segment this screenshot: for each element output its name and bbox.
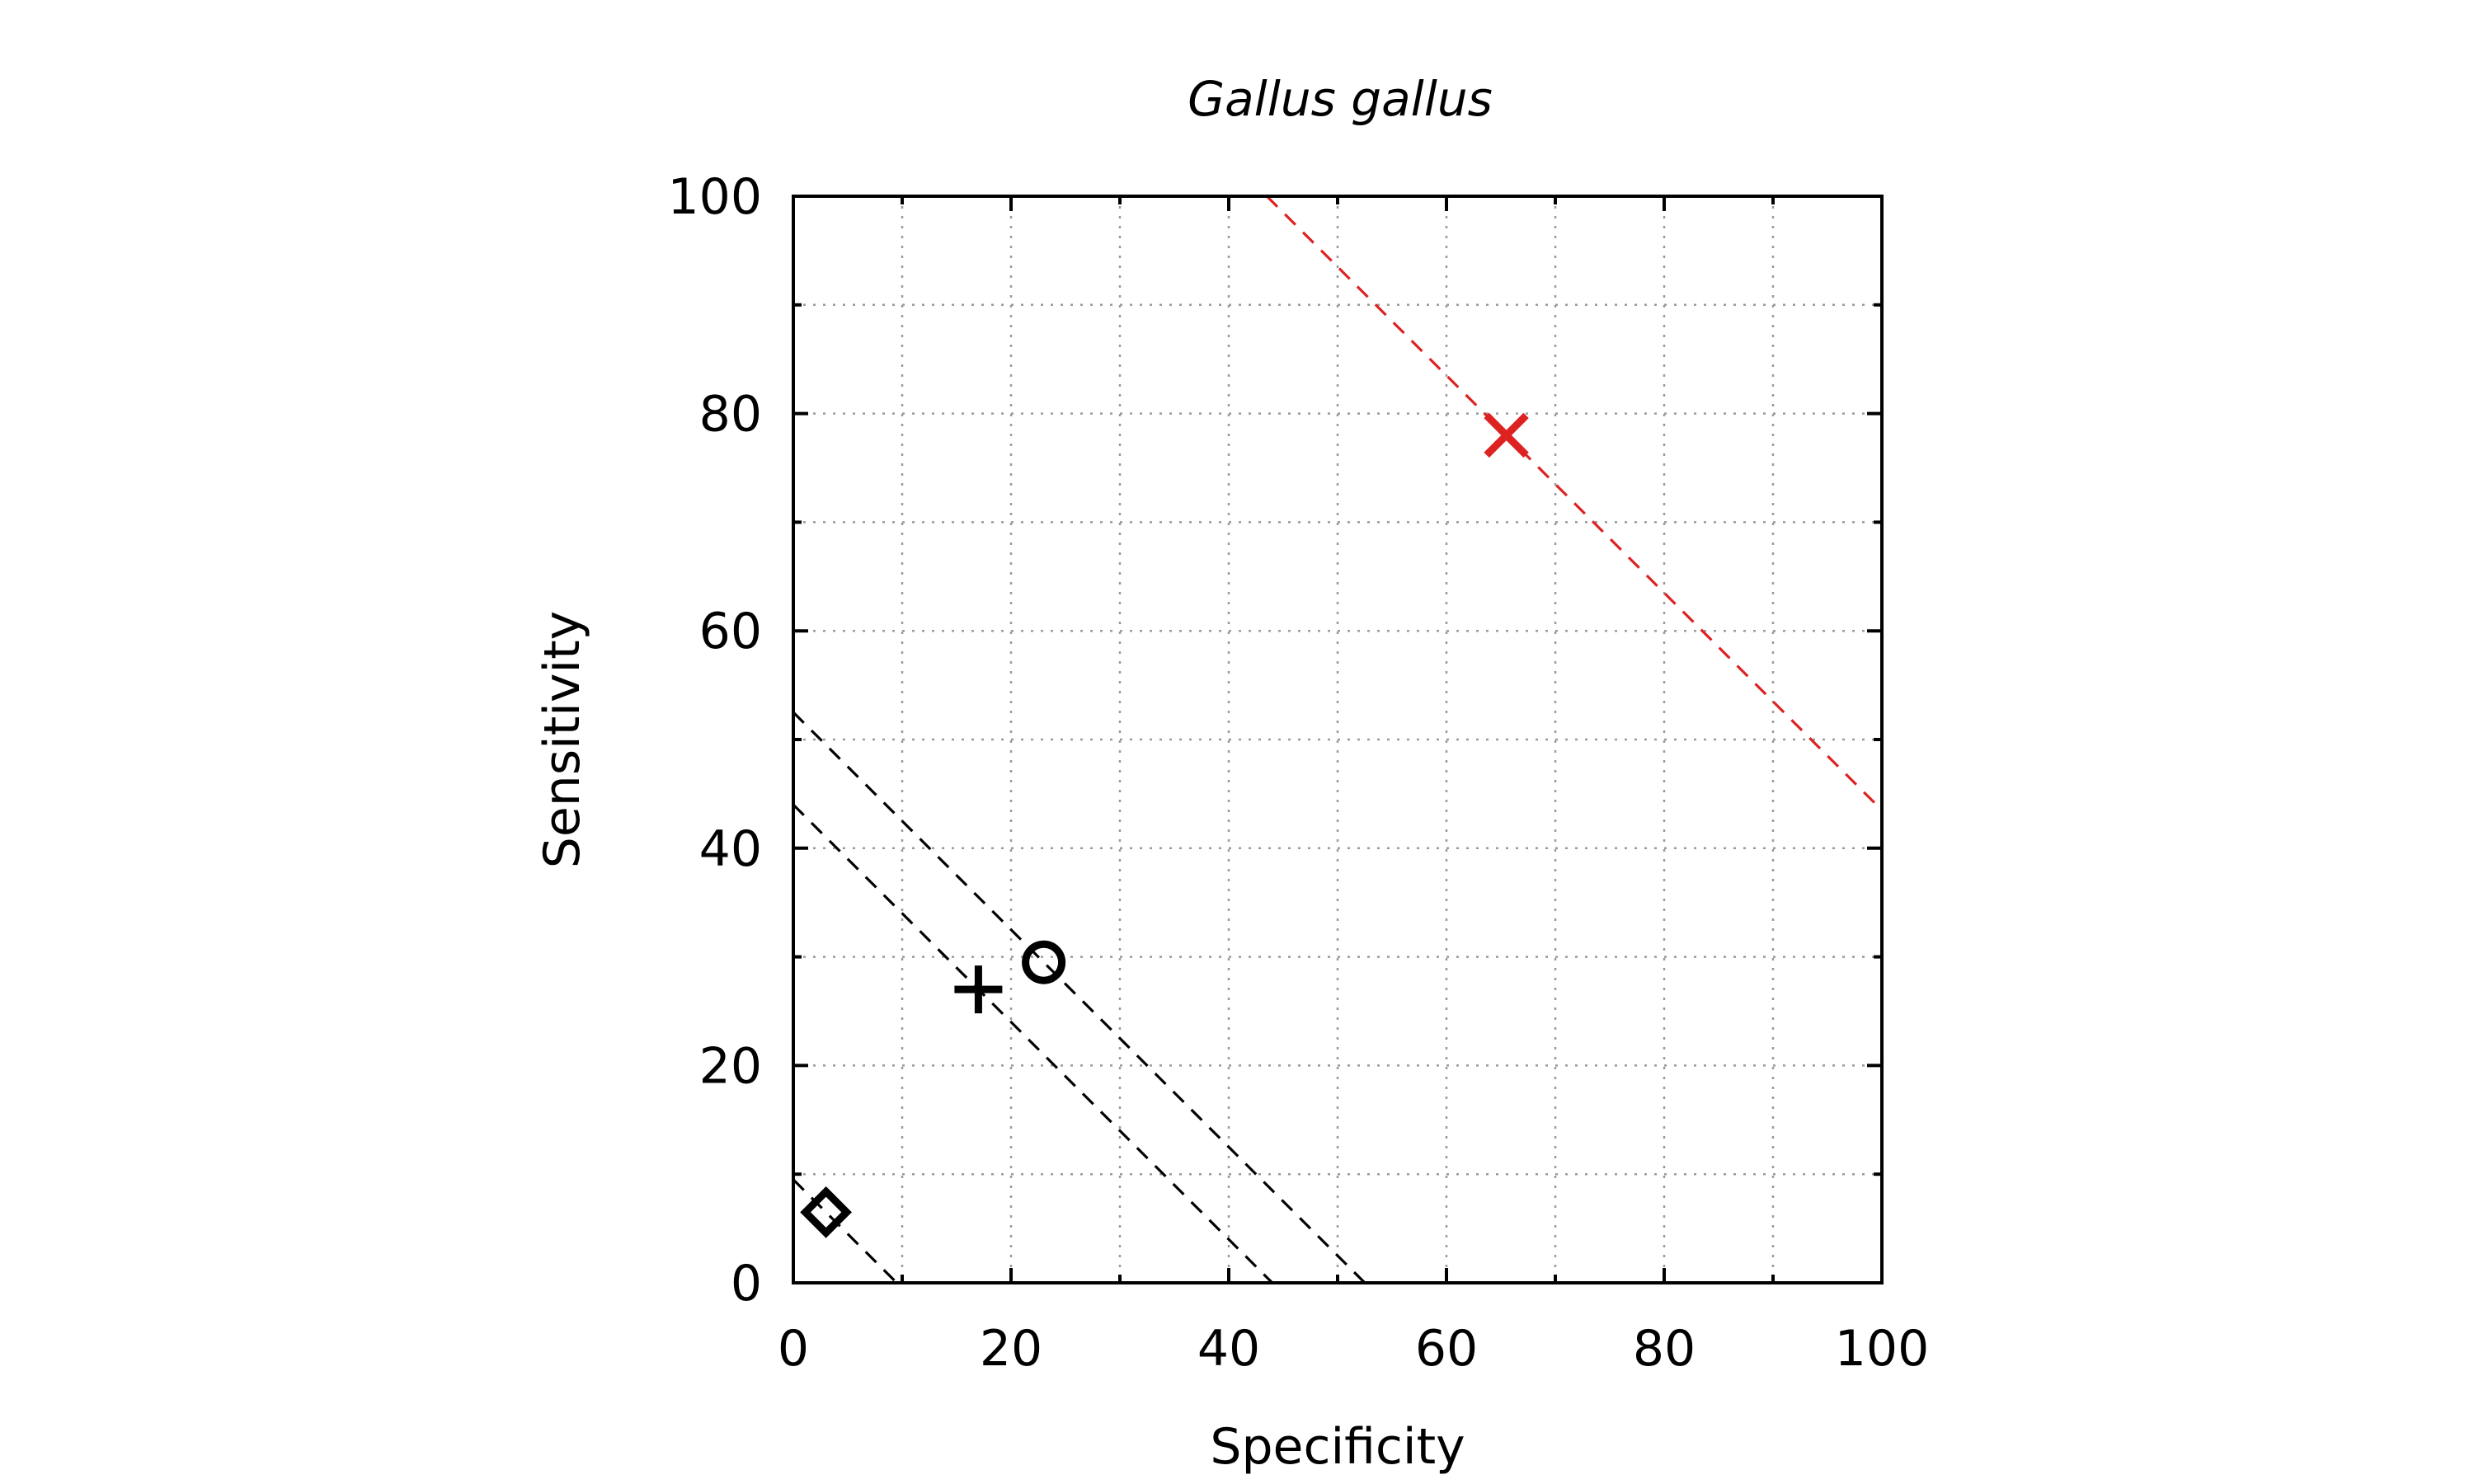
y-tick-label: 40 — [699, 820, 762, 878]
reference-line — [792, 803, 1273, 1284]
y-tick-label: 100 — [667, 168, 762, 226]
plus-icon — [954, 965, 1003, 1014]
x-tick-label: 40 — [1197, 1320, 1260, 1378]
circle-marker-stroke — [1022, 940, 1066, 984]
plus-marker-stroke — [954, 965, 1003, 1014]
x-tick-label: 20 — [980, 1320, 1042, 1378]
x-tick-label: 100 — [1835, 1320, 1930, 1378]
y-tick-label: 60 — [699, 603, 762, 660]
chart-title: Gallus gallus — [1188, 71, 1493, 127]
reference-line — [792, 711, 1366, 1284]
x-tick-labels: 0 20 40 60 80 100 — [778, 1320, 1929, 1378]
diamond-icon — [800, 1186, 852, 1238]
data-points — [800, 412, 1529, 1238]
y-tick-label: 20 — [699, 1037, 762, 1095]
y-tick-label: 80 — [699, 386, 762, 444]
reference-line — [792, 1178, 898, 1284]
y-tick-labels: 0 20 40 60 80 100 — [667, 168, 762, 1313]
circle-icon — [1022, 940, 1066, 984]
y-tick-label: 0 — [731, 1255, 762, 1313]
reference-line — [1266, 195, 1884, 811]
x-axis-label: Specificity — [1210, 1418, 1465, 1476]
grid — [793, 196, 1882, 1283]
x-tick-label: 60 — [1415, 1320, 1478, 1378]
x-tick-label: 0 — [778, 1320, 809, 1378]
y-axis-label: Sensitivity — [534, 611, 591, 868]
reference-lines — [792, 195, 1884, 1284]
diamond-marker-stroke — [800, 1186, 852, 1238]
x-tick-label: 80 — [1633, 1320, 1696, 1378]
x-marker-stroke — [1484, 412, 1529, 458]
axis-ticks — [792, 195, 1884, 1284]
x-icon — [1484, 412, 1529, 458]
